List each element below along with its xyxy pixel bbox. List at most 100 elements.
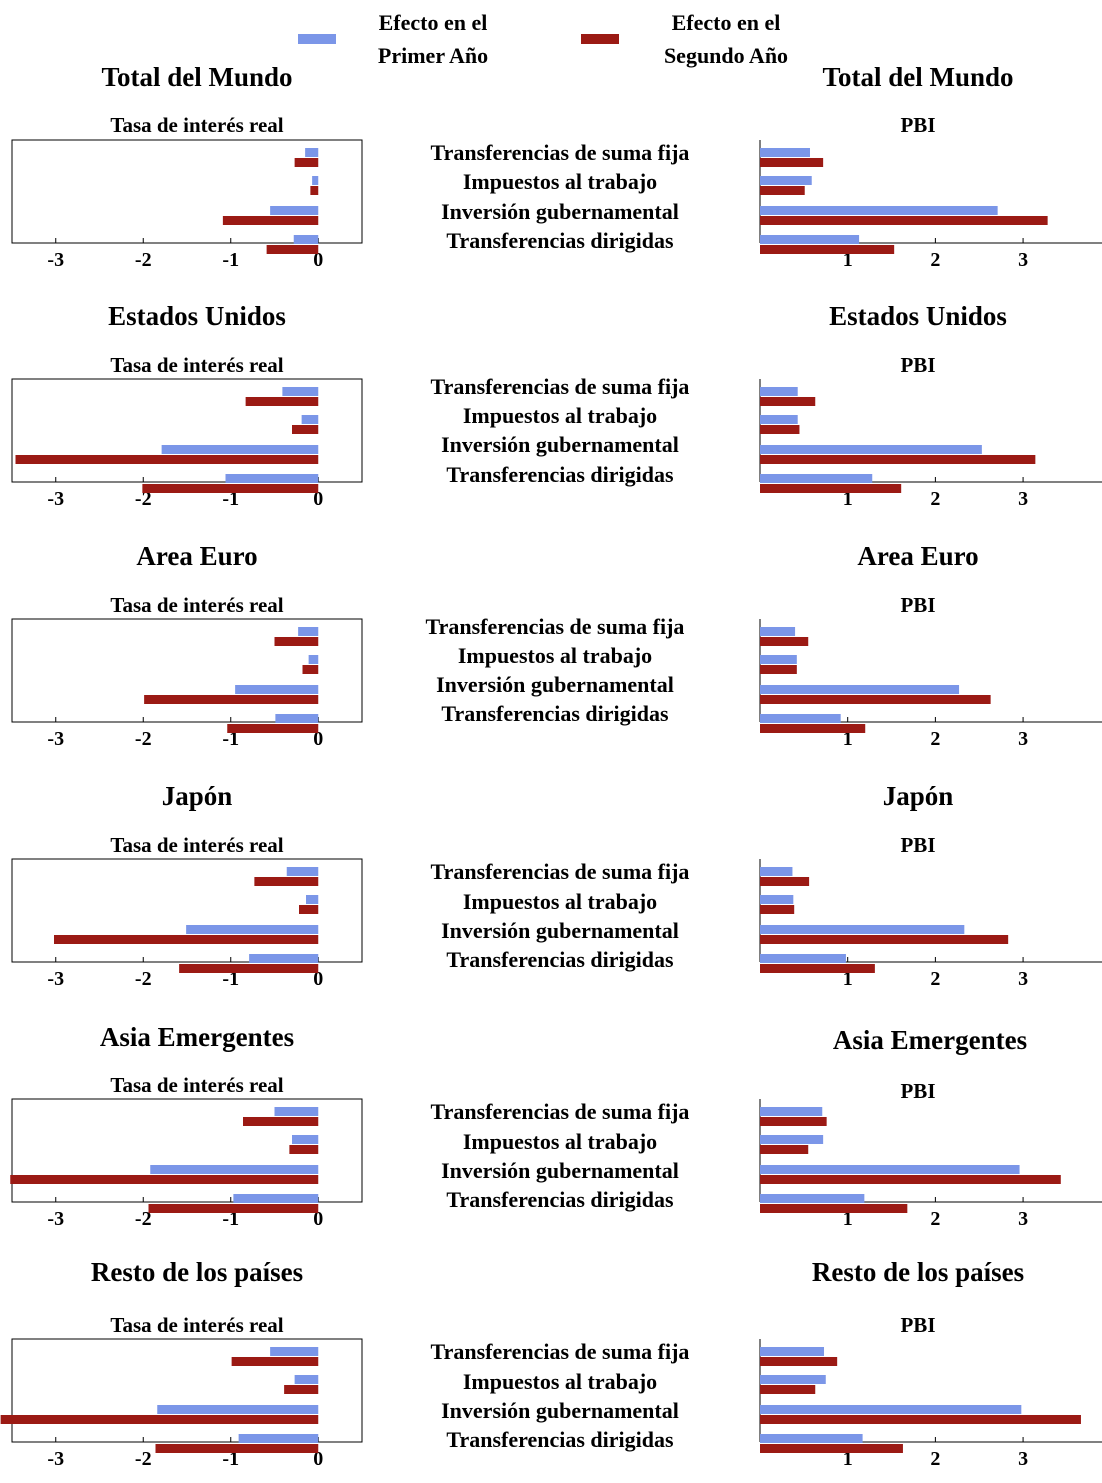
bar-second-year bbox=[299, 905, 319, 914]
x-tick-label: 0 bbox=[313, 1208, 323, 1230]
bar-first-year bbox=[235, 685, 319, 694]
x-tick-label: -1 bbox=[222, 968, 239, 990]
bar-first-year bbox=[293, 235, 319, 244]
bar-second-year bbox=[760, 724, 866, 733]
region-title-left: Estados Unidos bbox=[108, 301, 286, 331]
bar-second-year bbox=[760, 425, 800, 434]
bar-second-year bbox=[760, 877, 810, 886]
plot-frame bbox=[11, 1098, 363, 1203]
category-label: Impuestos al trabajo bbox=[463, 889, 657, 914]
category-label: Transferencias dirigidas bbox=[441, 701, 669, 726]
bar-first-year bbox=[760, 1347, 825, 1356]
category-label: Transferencias de suma fija bbox=[431, 859, 690, 884]
bar-first-year bbox=[286, 867, 319, 876]
bar-second-year bbox=[266, 245, 319, 254]
x-tick-label: 2 bbox=[930, 1208, 940, 1230]
x-tick-label: 3 bbox=[1018, 728, 1028, 750]
bar-first-year bbox=[233, 1194, 319, 1203]
category-label: Transferencias dirigidas bbox=[446, 1427, 674, 1452]
bar-second-year bbox=[760, 1444, 903, 1453]
category-label: Transferencias de suma fija bbox=[431, 1099, 690, 1124]
bar-first-year bbox=[760, 1194, 865, 1203]
bar-first-year bbox=[760, 415, 798, 424]
x-tick-label: -2 bbox=[135, 488, 152, 510]
bar-first-year bbox=[308, 655, 319, 664]
x-tick-label: 2 bbox=[930, 249, 940, 271]
region-title-right: Resto de los países bbox=[812, 1257, 1024, 1287]
plot-frame bbox=[11, 1338, 363, 1443]
bar-first-year bbox=[760, 1375, 826, 1384]
bar-second-year bbox=[245, 397, 319, 406]
bar-first-year bbox=[305, 148, 319, 157]
category-label: Impuestos al trabajo bbox=[463, 1369, 657, 1394]
region-title-right: Estados Unidos bbox=[829, 301, 1007, 331]
bar-second-year bbox=[760, 245, 895, 254]
x-tick-label: -1 bbox=[222, 488, 239, 510]
bar-second-year bbox=[310, 186, 319, 195]
right-panel: PBI 1 2 3 bbox=[759, 113, 1102, 271]
panel-title: Tasa de interés real bbox=[110, 113, 283, 137]
category-label: Inversión gubernamental bbox=[441, 199, 679, 224]
x-tick-label: 3 bbox=[1018, 1208, 1028, 1230]
bar-first-year bbox=[760, 445, 982, 454]
x-tick-label: 2 bbox=[930, 1448, 940, 1470]
x-tick-label: -2 bbox=[135, 249, 152, 271]
bar-first-year bbox=[157, 1405, 319, 1414]
left-panel: Tasa de interés real -3 -2 -1 0 bbox=[10, 1073, 363, 1230]
x-tick-label: -2 bbox=[135, 1448, 152, 1470]
bar-first-year bbox=[760, 1405, 1022, 1414]
bar-second-year bbox=[0, 1415, 319, 1424]
category-label: Transferencias de suma fija bbox=[431, 1339, 690, 1364]
x-tick-label: -1 bbox=[222, 1448, 239, 1470]
plot-frame bbox=[11, 858, 363, 963]
bar-second-year bbox=[254, 877, 319, 886]
bar-second-year bbox=[760, 1385, 816, 1394]
x-tick-label: -3 bbox=[47, 488, 64, 510]
region-title-left: Japón bbox=[162, 781, 233, 811]
category-label: Transferencias dirigidas bbox=[446, 947, 674, 972]
bar-second-year bbox=[294, 158, 319, 167]
bar-first-year bbox=[760, 1165, 1020, 1174]
bar-second-year bbox=[760, 397, 816, 406]
bar-first-year bbox=[312, 176, 319, 185]
bar-second-year bbox=[760, 1204, 908, 1213]
right-panel: PBI 1 2 3 bbox=[759, 1079, 1102, 1230]
bar-second-year bbox=[15, 455, 319, 464]
bar-second-year bbox=[142, 484, 319, 493]
bar-first-year bbox=[270, 1347, 319, 1356]
x-tick-label: 1 bbox=[843, 488, 853, 510]
bar-second-year bbox=[760, 455, 1036, 464]
right-panel: PBI 1 2 3 bbox=[759, 1313, 1102, 1470]
x-tick-label: -1 bbox=[222, 728, 239, 750]
region-title-left: Resto de los países bbox=[91, 1257, 303, 1287]
plot-frame bbox=[11, 378, 363, 483]
x-tick-label: 2 bbox=[930, 488, 940, 510]
x-tick-label: -1 bbox=[222, 1208, 239, 1230]
bar-second-year bbox=[302, 665, 319, 674]
category-label: Transferencias dirigidas bbox=[446, 1187, 674, 1212]
bar-first-year bbox=[760, 176, 812, 185]
panel-title: PBI bbox=[900, 353, 935, 377]
x-tick-label: 1 bbox=[843, 249, 853, 271]
category-label: Inversión gubernamental bbox=[436, 672, 674, 697]
panel-title: Tasa de interés real bbox=[110, 1313, 283, 1337]
panel-title: PBI bbox=[900, 833, 935, 857]
legend-swatch bbox=[581, 34, 619, 44]
x-tick-label: 0 bbox=[313, 488, 323, 510]
bar-second-year bbox=[274, 637, 319, 646]
bar-first-year bbox=[760, 1434, 863, 1443]
bar-second-year bbox=[760, 964, 875, 973]
category-label: Inversión gubernamental bbox=[441, 432, 679, 457]
bar-second-year bbox=[10, 1175, 319, 1184]
x-tick-label: 1 bbox=[843, 968, 853, 990]
category-label: Inversión gubernamental bbox=[441, 918, 679, 943]
bar-second-year bbox=[760, 186, 805, 195]
bar-first-year bbox=[760, 895, 794, 904]
panel-title: PBI bbox=[900, 1313, 935, 1337]
bar-first-year bbox=[238, 1434, 319, 1443]
category-label: Impuestos al trabajo bbox=[463, 403, 657, 428]
x-tick-label: 1 bbox=[843, 1208, 853, 1230]
bar-second-year bbox=[148, 1204, 319, 1213]
x-tick-label: 3 bbox=[1018, 1448, 1028, 1470]
x-tick-label: 1 bbox=[843, 728, 853, 750]
